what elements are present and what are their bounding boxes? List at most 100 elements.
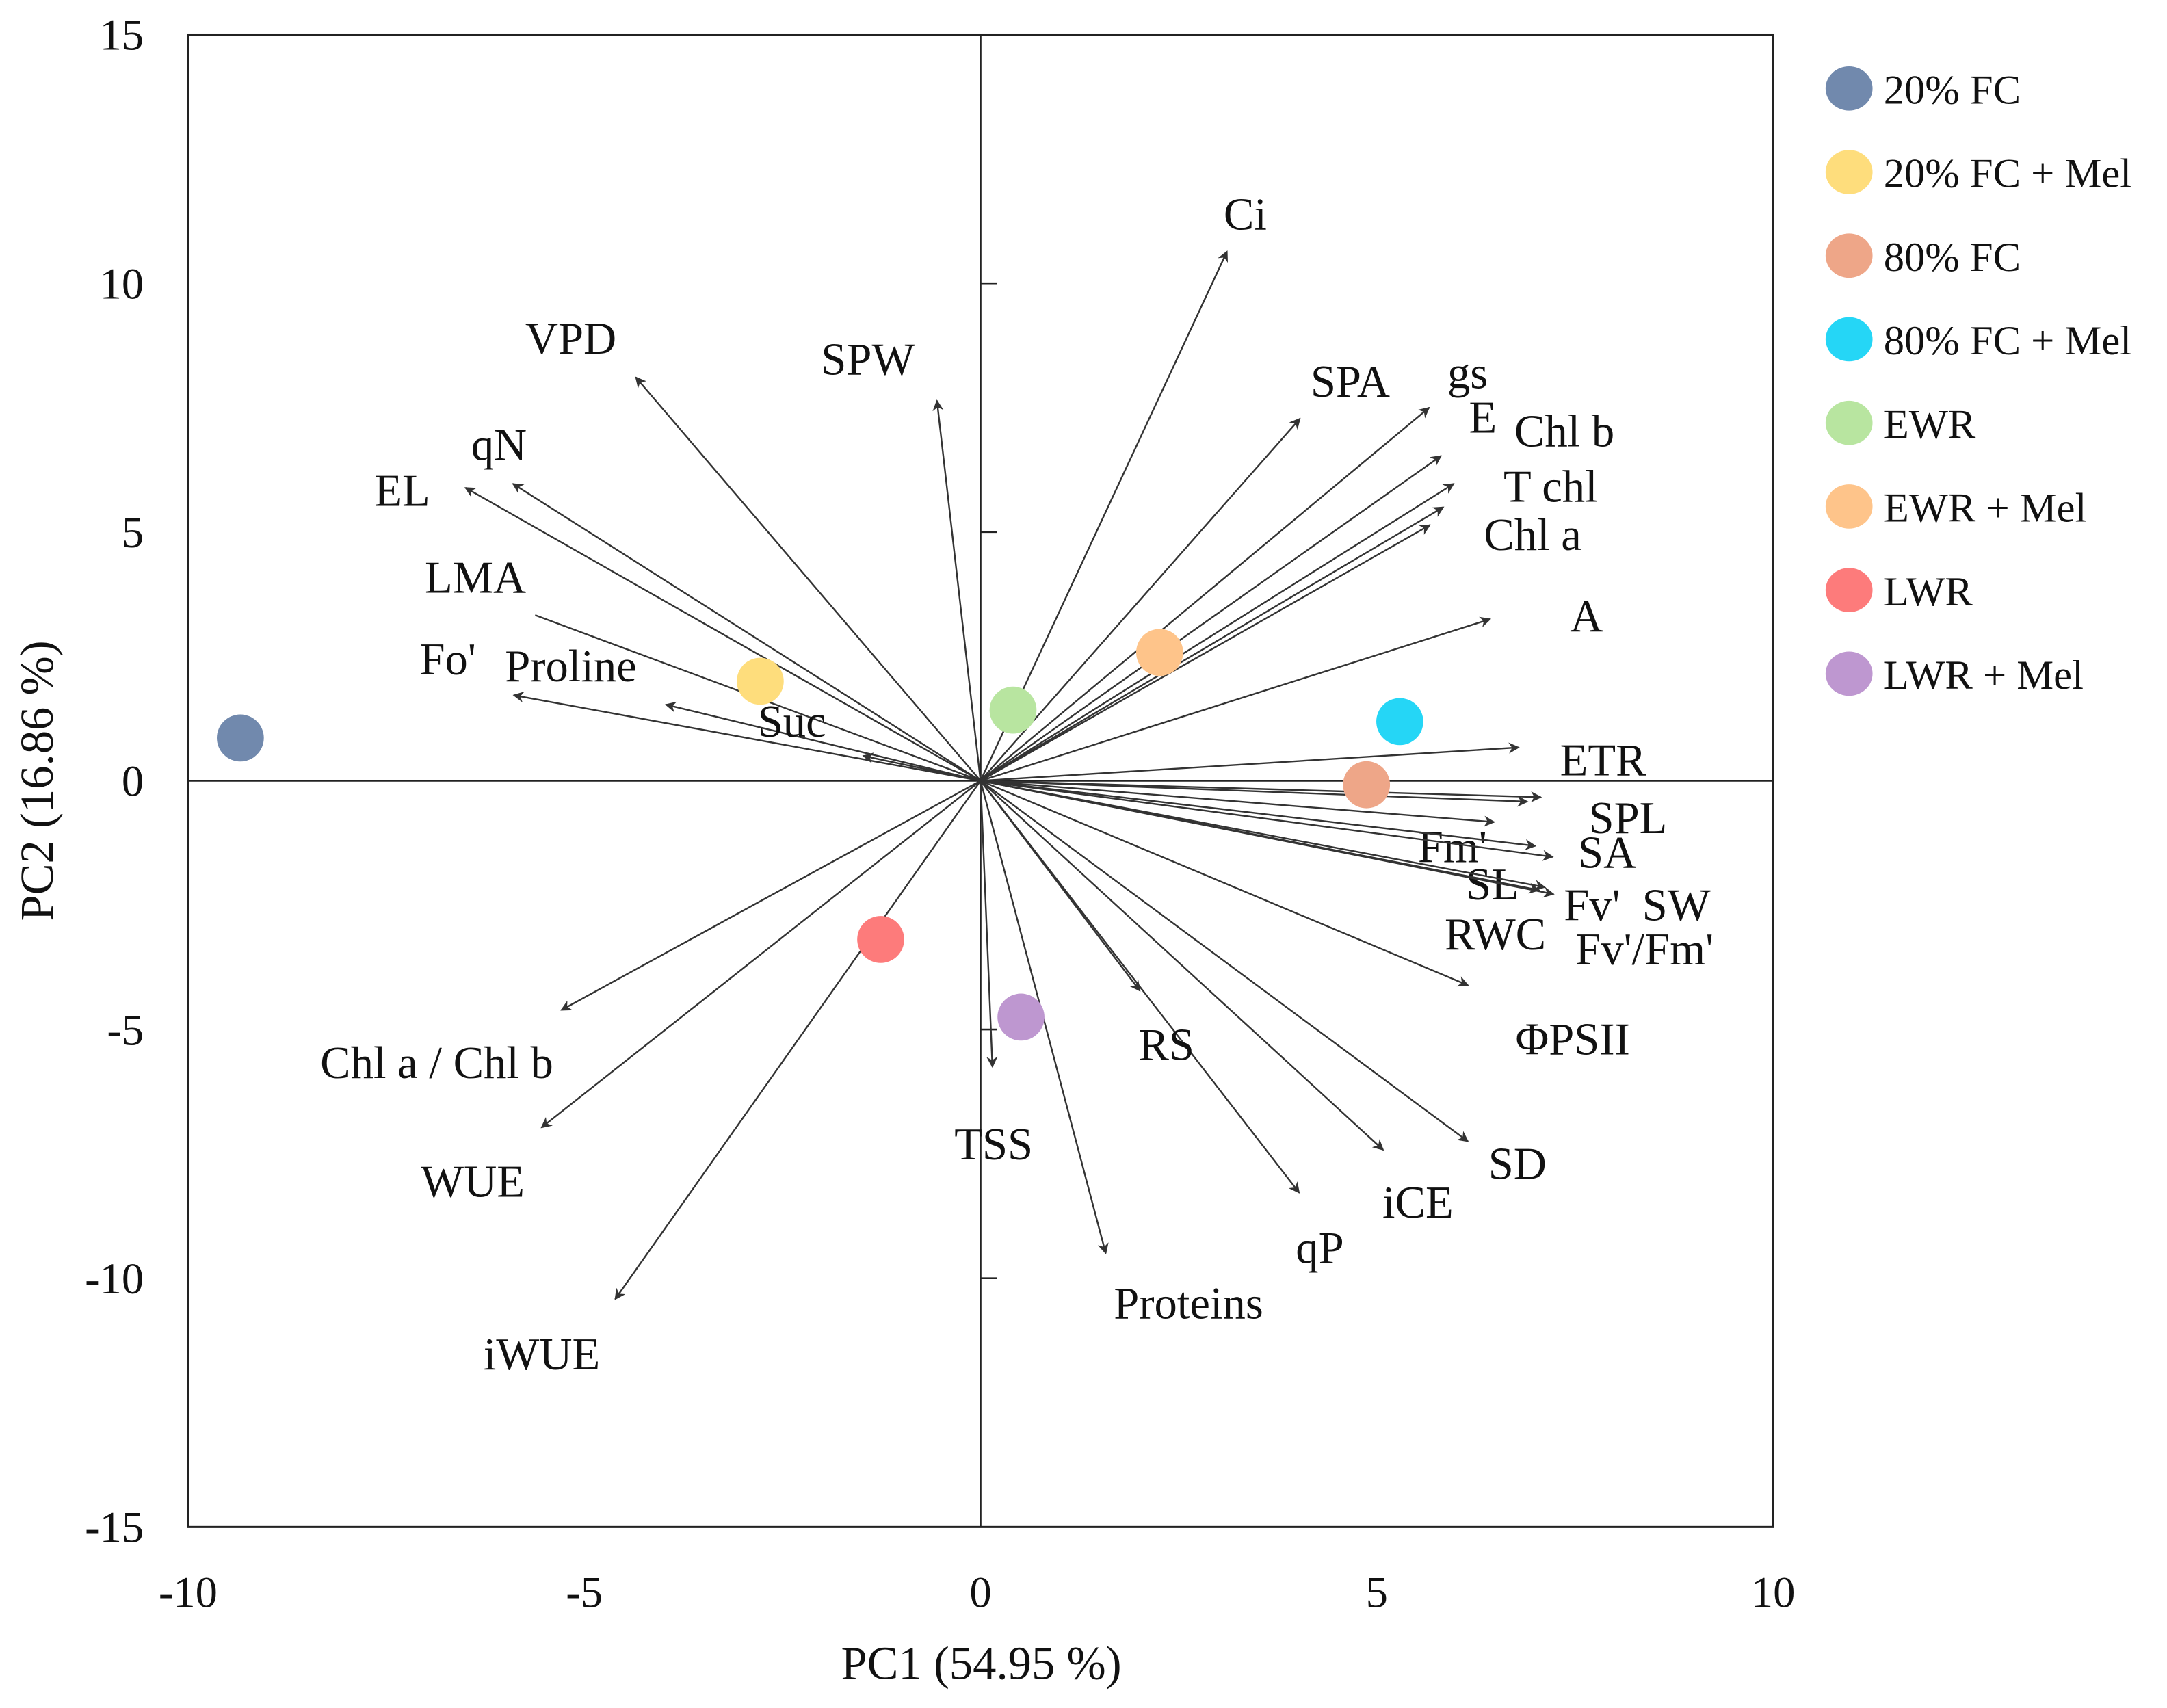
y-tick-label: 5 — [122, 508, 144, 557]
legend-label: 80% FC — [1884, 235, 2021, 280]
loading-arrow — [664, 701, 981, 782]
loading-label: ETR — [1560, 735, 1646, 785]
score-point — [1376, 698, 1423, 746]
legend-label: EWR + Mel — [1884, 486, 2087, 531]
score-point — [857, 916, 904, 963]
loading-label: Ci — [1224, 189, 1267, 239]
loading-arrow — [980, 780, 1529, 807]
loading-arrow — [980, 483, 1455, 782]
tick-labels: -10 -5 0 5 10 15 10 5 0 -5 -10 -15 — [85, 10, 1795, 1617]
legend-marker — [1825, 400, 1873, 445]
y-tick-label: 0 — [122, 757, 144, 806]
loading-label: Suc — [758, 697, 826, 747]
score-point — [1135, 629, 1183, 676]
y-axis-label: PC2 (16.86 %) — [11, 640, 63, 921]
legend-label: LWR + Mel — [1884, 653, 2084, 698]
loading-arrow — [614, 780, 982, 1300]
loading-arrow — [980, 780, 1542, 803]
x-tick-label: -10 — [159, 1568, 218, 1617]
loading-arrow — [980, 616, 1492, 782]
y-tick-label: -5 — [107, 1005, 144, 1054]
loading-arrow — [980, 780, 998, 1068]
loading-arrow — [635, 376, 982, 782]
legend: 20% FC 20% FC + Mel 80% FC 80% FC + Mel EWR E… — [1825, 66, 2131, 698]
loading-label: gs — [1447, 349, 1488, 399]
score-point — [989, 686, 1037, 734]
loading-label: Chl b — [1514, 407, 1614, 457]
y-tick-label: 15 — [100, 10, 144, 60]
loading-label: RS — [1138, 1021, 1194, 1070]
loading-label: T chl — [1503, 462, 1598, 512]
loading-label: qP — [1296, 1223, 1343, 1273]
legend-label: 20% FC + Mel — [1884, 151, 2131, 197]
x-tick-label: 10 — [1751, 1568, 1796, 1617]
x-tick-label: 0 — [969, 1568, 991, 1617]
score-points — [217, 629, 1423, 1041]
loading-arrow — [980, 524, 1431, 782]
loading-label: iCE — [1382, 1178, 1454, 1228]
loading-label: SD — [1488, 1139, 1547, 1189]
loading-arrow — [980, 780, 1469, 987]
loading-arrow — [464, 487, 982, 782]
loading-arrow — [980, 455, 1442, 782]
loading-label: Fm' — [1418, 823, 1487, 873]
legend-marker — [1825, 568, 1873, 612]
legend-marker — [1825, 317, 1873, 362]
loading-label: qN — [471, 421, 527, 471]
loading-label: Proteins — [1114, 1278, 1263, 1328]
legend-marker — [1825, 484, 1873, 529]
loading-arrow — [980, 780, 1469, 1142]
loading-arrow — [980, 780, 1495, 827]
loading-label: A — [1570, 592, 1603, 642]
loading-label: Proline — [505, 642, 637, 692]
loading-label: SPA — [1311, 357, 1390, 407]
loading-label: E — [1469, 393, 1497, 443]
legend-label: EWR — [1884, 402, 1976, 447]
loading-arrow — [512, 692, 981, 782]
legend-label: 20% FC — [1884, 68, 2021, 114]
loading-label: SW — [1642, 880, 1711, 930]
score-point — [737, 657, 784, 705]
loading-label: EL — [374, 466, 430, 516]
loading-arrow — [980, 780, 1554, 861]
legend-marker — [1825, 150, 1873, 194]
legend-label: 80% FC + Mel — [1884, 318, 2131, 364]
loading-arrow — [862, 752, 981, 782]
loading-label: SPW — [821, 334, 915, 384]
x-tick-label: -5 — [566, 1568, 603, 1617]
loading-label: Fv' — [1564, 880, 1620, 930]
loading-arrow — [980, 742, 1520, 782]
score-point — [997, 993, 1045, 1041]
loading-label: Fo' — [419, 635, 475, 685]
loading-label: TSS — [954, 1120, 1033, 1170]
loading-label: iWUE — [484, 1330, 600, 1380]
loading-label: VPD — [525, 314, 616, 364]
loading-arrow — [980, 406, 1430, 782]
y-tick-label: -15 — [85, 1503, 144, 1552]
score-point — [1343, 761, 1391, 809]
legend-marker — [1825, 66, 1873, 111]
loading-label: Chl a — [1484, 510, 1581, 560]
loading-arrow — [980, 780, 1384, 1151]
loading-label: Fv'/Fm' — [1575, 925, 1713, 975]
loading-label: WUE — [421, 1157, 525, 1207]
y-tick-label: 10 — [100, 259, 144, 308]
legend-marker — [1825, 233, 1873, 278]
loading-arrow — [980, 780, 1141, 992]
loading-arrow — [980, 780, 1537, 851]
x-tick-label: 5 — [1366, 1568, 1388, 1617]
loading-arrow — [980, 780, 1555, 898]
loading-label: LMA — [425, 553, 526, 603]
loading-label: SPL — [1589, 793, 1668, 843]
legend-label: LWR — [1884, 569, 1973, 615]
x-axis-label: PC1 (54.95 %) — [841, 1638, 1121, 1690]
loading-label: ΦPSII — [1516, 1014, 1630, 1064]
loading-arrow — [980, 506, 1445, 782]
loading-label: RWC — [1445, 910, 1546, 960]
loading-label: SA — [1578, 828, 1636, 878]
loading-label: Chl a / Chl b — [320, 1038, 553, 1088]
legend-marker — [1825, 651, 1873, 696]
loading-arrow — [560, 780, 982, 1011]
